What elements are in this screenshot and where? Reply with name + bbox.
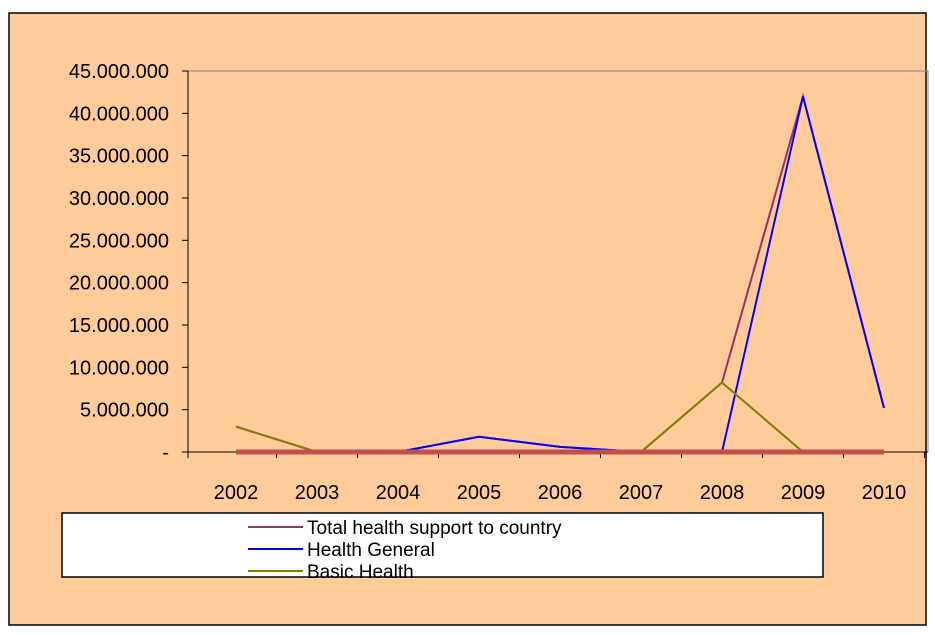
legend-label: Total health support to country bbox=[307, 518, 562, 539]
y-tick-label: 35.000.000 bbox=[69, 146, 169, 168]
y-tick-label: 25.000.000 bbox=[69, 230, 169, 252]
x-tick-label: 2010 bbox=[862, 482, 907, 504]
x-tick-label: 2009 bbox=[781, 482, 826, 504]
x-tick-label: 2008 bbox=[700, 482, 745, 504]
y-tick-label: - bbox=[162, 442, 169, 464]
y-tick-label: 45.000.000 bbox=[69, 61, 169, 83]
x-tick-label: 2006 bbox=[538, 482, 583, 504]
x-tick-label: 2004 bbox=[376, 482, 421, 504]
y-tick-label: 5.000.000 bbox=[80, 400, 169, 422]
legend-label: Health General bbox=[307, 540, 435, 561]
legend-box bbox=[61, 512, 824, 578]
x-tick-label: 2007 bbox=[619, 482, 664, 504]
y-axis: - 5.000.000 10.000.000 15.000.000 20.000.000… bbox=[69, 61, 189, 464]
y-tick-label: 40.000.000 bbox=[69, 103, 169, 125]
x-tick-label: 2005 bbox=[457, 482, 502, 504]
y-tick-label: 20.000.000 bbox=[69, 273, 169, 295]
x-tick-label: 2002 bbox=[214, 482, 259, 504]
legend-label: Basic Health bbox=[307, 562, 414, 583]
y-tick-label: 10.000.000 bbox=[69, 357, 169, 379]
y-tick-label: 30.000.000 bbox=[69, 188, 169, 210]
x-tick-label: 2003 bbox=[295, 482, 340, 504]
y-tick-label: 15.000.000 bbox=[69, 315, 169, 337]
series-layer bbox=[235, 92, 885, 455]
